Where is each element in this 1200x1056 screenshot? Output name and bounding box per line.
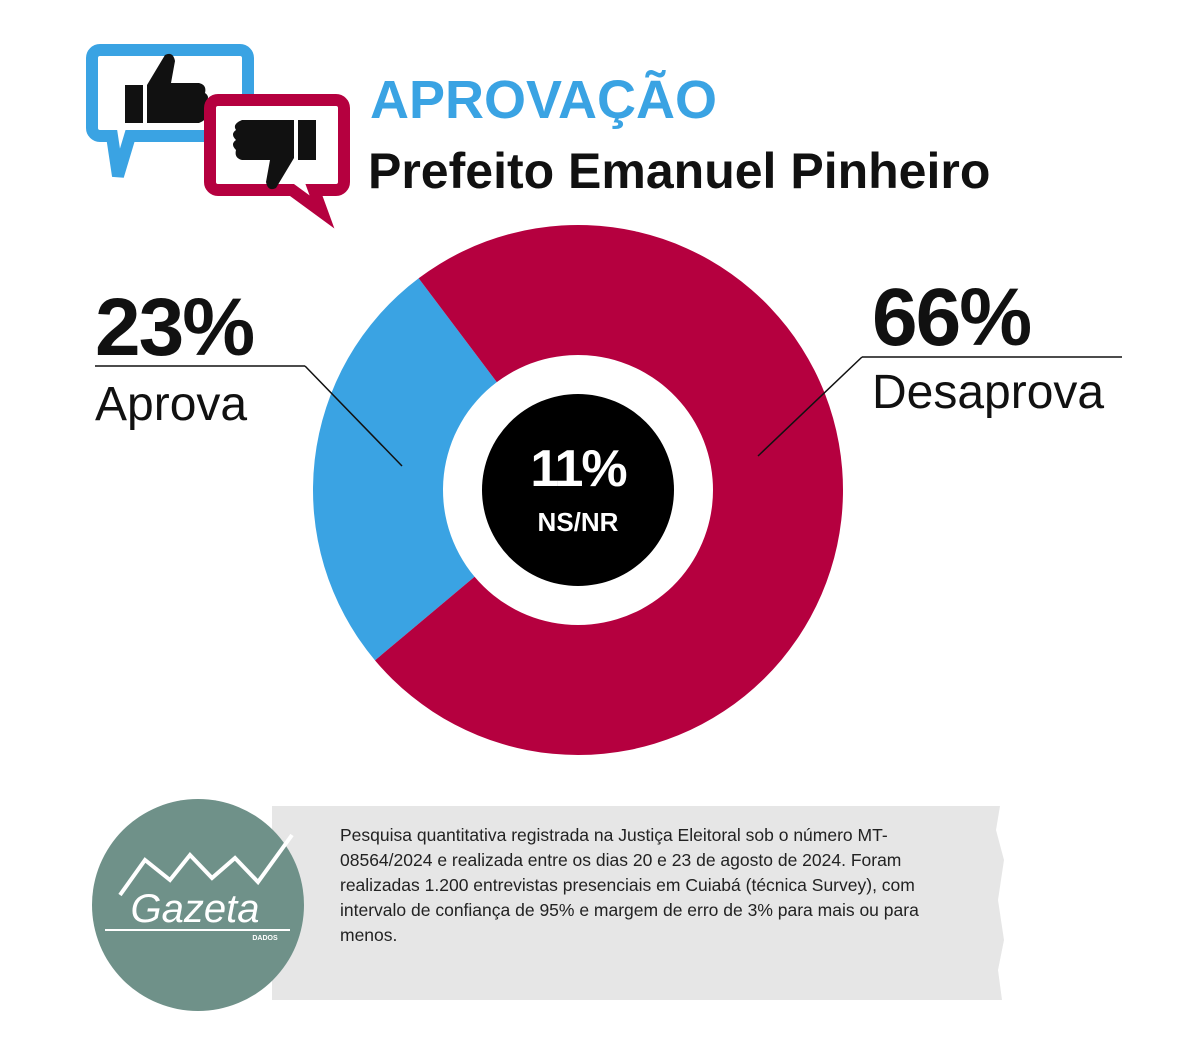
logo-circle: [92, 799, 304, 1011]
center-value-label: 11%: [530, 440, 626, 498]
center-circle: [482, 394, 674, 586]
note: Pesquisa quantitativa registrada na Just…: [340, 825, 919, 945]
donut-segment: [374, 225, 843, 756]
logo-sub: DADOS: [252, 935, 278, 942]
value-label: 23%: [95, 282, 253, 373]
chart-subtitle: Prefeito Emanuel Pinheiro: [368, 143, 990, 199]
leader-line: [757, 356, 863, 457]
approval-icons: [86, 44, 350, 229]
note-band: [272, 806, 1004, 1000]
center-category: NS/NR: [538, 507, 619, 537]
value-label: 66%: [872, 272, 1030, 363]
leader-line: [304, 365, 403, 467]
logo-text: Gazeta: [131, 887, 260, 931]
chart-title: APROVAÇÃO: [370, 70, 717, 130]
category-label: Aprova: [95, 378, 247, 431]
logo-line: [118, 833, 294, 897]
category-label: Desaprova: [872, 366, 1104, 419]
donut-segment: [313, 278, 497, 661]
